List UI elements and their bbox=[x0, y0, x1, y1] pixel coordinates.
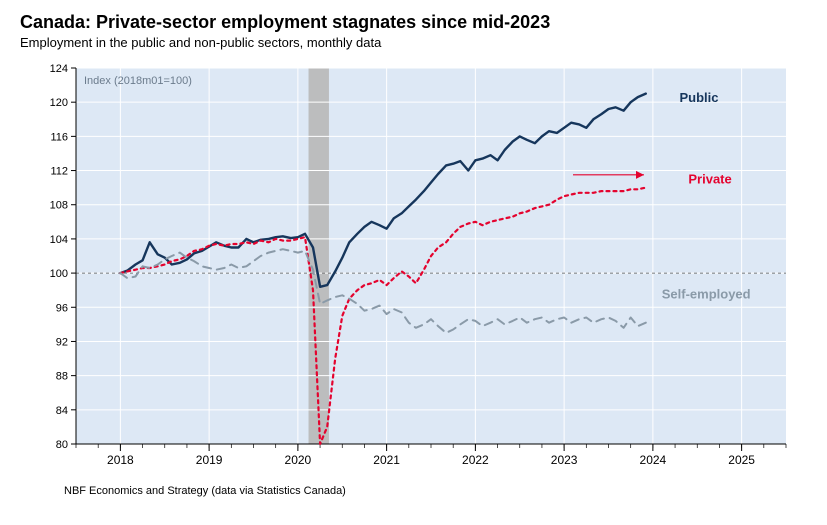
svg-text:2019: 2019 bbox=[196, 453, 223, 467]
svg-text:112: 112 bbox=[50, 166, 68, 178]
svg-text:2021: 2021 bbox=[373, 453, 400, 467]
svg-text:100: 100 bbox=[50, 268, 68, 280]
svg-text:80: 80 bbox=[56, 439, 68, 451]
chart-title: Canada: Private-sector employment stagna… bbox=[20, 12, 807, 33]
chart-source: NBF Economics and Strategy (data via Sta… bbox=[64, 485, 807, 497]
svg-text:2020: 2020 bbox=[285, 453, 312, 467]
svg-text:2025: 2025 bbox=[728, 453, 755, 467]
svg-text:104: 104 bbox=[50, 234, 68, 246]
svg-text:96: 96 bbox=[56, 302, 68, 314]
svg-text:88: 88 bbox=[56, 371, 68, 383]
svg-text:Index (2018m01=100): Index (2018m01=100) bbox=[84, 75, 192, 87]
svg-text:84: 84 bbox=[56, 405, 68, 417]
svg-text:2024: 2024 bbox=[640, 453, 667, 467]
svg-text:120: 120 bbox=[50, 97, 68, 109]
svg-text:Self-employed: Self-employed bbox=[662, 287, 751, 302]
line-chart-svg: 80 84 88 92 96 100 104 108 112 116 120 124 2018 2019 2… bbox=[20, 58, 800, 478]
svg-text:Public: Public bbox=[680, 90, 719, 105]
svg-text:Private: Private bbox=[688, 171, 731, 186]
svg-text:116: 116 bbox=[50, 131, 68, 143]
chart-plot-area: 80 84 88 92 96 100 104 108 112 116 120 124 2018 2019 2… bbox=[20, 58, 807, 483]
chart-subtitle: Employment in the public and non-public … bbox=[20, 35, 807, 50]
svg-text:2022: 2022 bbox=[462, 453, 489, 467]
svg-text:108: 108 bbox=[50, 200, 68, 212]
chart-container: Canada: Private-sector employment stagna… bbox=[0, 0, 827, 507]
svg-text:124: 124 bbox=[50, 63, 68, 75]
svg-text:2023: 2023 bbox=[551, 453, 578, 467]
svg-text:92: 92 bbox=[56, 336, 68, 348]
svg-text:2018: 2018 bbox=[107, 453, 134, 467]
